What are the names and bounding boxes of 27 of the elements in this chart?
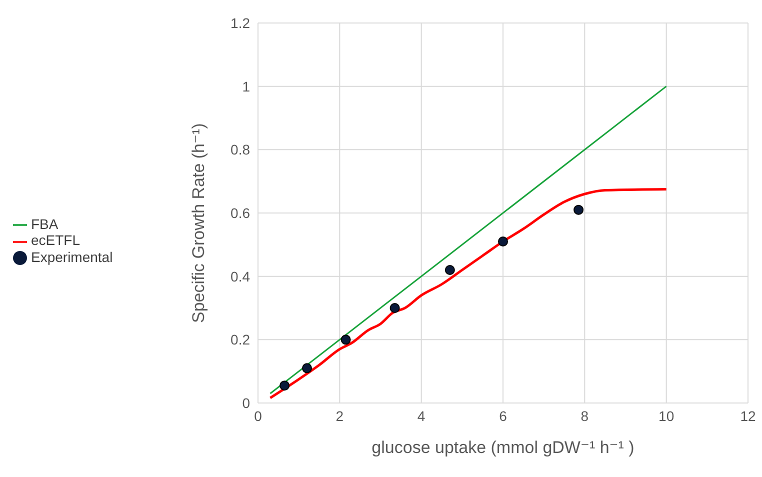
legend-label: ecETFL (31, 232, 80, 248)
point (444, 264, 455, 276)
y-tick-label: 0.4 (230, 268, 250, 284)
y-tick-label: 0.6 (230, 204, 250, 221)
point (302, 363, 312, 374)
x-tick-label: 6 (499, 408, 508, 424)
x-tick-label: 10 (658, 408, 674, 424)
x-tick-label: 0 (254, 408, 262, 424)
point (498, 236, 508, 247)
point (390, 302, 400, 314)
legend-label: Experimental (31, 248, 113, 265)
y-axis-title: Specific Growth Rate (h⁻¹) (189, 123, 208, 323)
x-tick-label: 2 (336, 408, 344, 424)
x-tick-label: 8 (580, 408, 589, 424)
x-axis-title: glucose uptake (mmol gDW⁻¹ h⁻¹ ) (372, 438, 634, 457)
point (280, 380, 290, 391)
x-tick-label: 4 (417, 408, 426, 424)
line-series (269, 188, 668, 400)
point (340, 334, 351, 345)
legend-label: FBA (31, 216, 58, 232)
x-tick-label: 12 (740, 408, 756, 424)
y-tick-label: 0.8 (230, 142, 250, 158)
point (574, 204, 584, 215)
y-tick-label: 0 (242, 394, 250, 411)
y-tick-label: 1.2 (230, 14, 250, 31)
y-tick-label: 0.2 (230, 332, 250, 348)
y-tick-label: 1 (242, 78, 250, 94)
